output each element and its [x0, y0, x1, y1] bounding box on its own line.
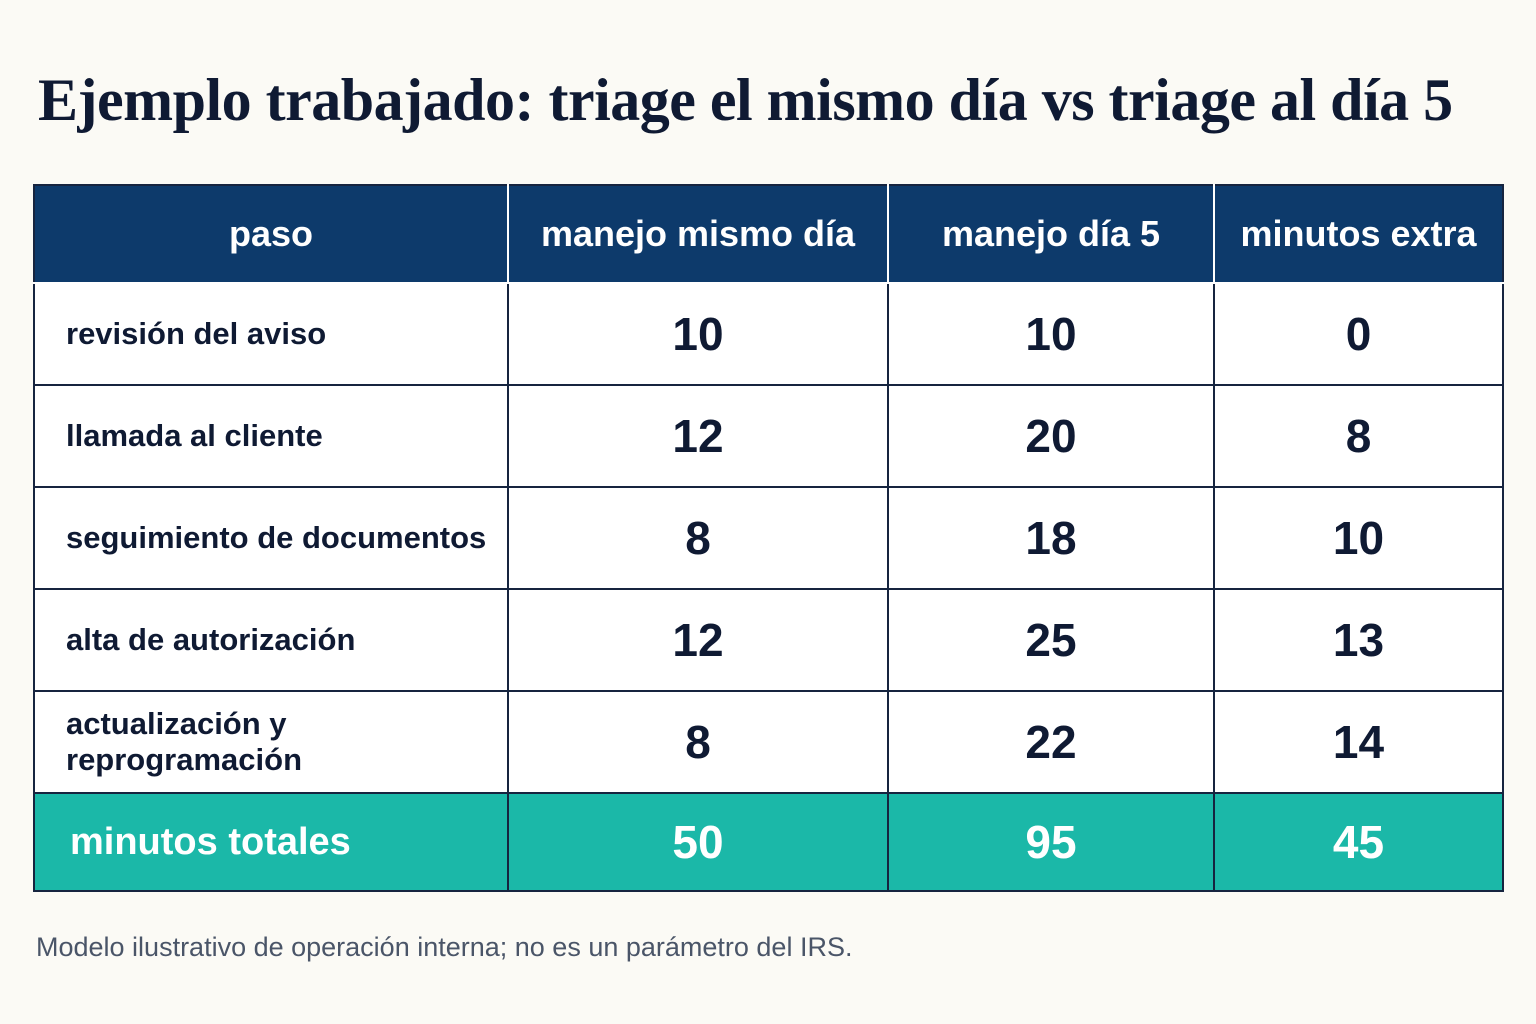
minutes-cell: 22 — [887, 690, 1215, 794]
minutes-cell: 20 — [887, 384, 1215, 488]
comparison-table: paso manejo mismo día manejo día 5 minutos … — [33, 184, 1504, 892]
total-cell: 50 — [507, 792, 889, 892]
minutes-cell: 10 — [887, 282, 1215, 386]
step-label: revisión del aviso — [33, 282, 509, 386]
table-row: llamada al cliente 12 20 8 — [33, 384, 1504, 488]
step-label: seguimiento de documentos — [33, 486, 509, 590]
step-label: llamada al cliente — [33, 384, 509, 488]
step-label: alta de autorización — [33, 588, 509, 692]
table-row: actualización y reprogramación 8 22 14 — [33, 690, 1504, 794]
minutes-cell: 10 — [507, 282, 889, 386]
table-row: alta de autorización 12 25 13 — [33, 588, 1504, 692]
footnote: Modelo ilustrativo de operación interna;… — [36, 932, 853, 962]
table-header: paso manejo mismo día manejo día 5 minutos … — [33, 184, 1504, 284]
header-cell: minutos extra — [1213, 184, 1504, 284]
header-cell: manejo día 5 — [887, 184, 1215, 284]
minutes-cell: 10 — [1213, 486, 1504, 590]
minutes-cell: 25 — [887, 588, 1215, 692]
minutes-cell: 8 — [507, 690, 889, 794]
table-footer: minutos totales 50 95 45 — [33, 792, 1504, 892]
table-row: revisión del aviso 10 10 0 — [33, 282, 1504, 386]
minutes-cell: 12 — [507, 588, 889, 692]
minutes-cell: 12 — [507, 384, 889, 488]
header-row: paso manejo mismo día manejo día 5 minutos … — [33, 184, 1504, 284]
total-label: minutos totales — [33, 792, 509, 892]
header-cell: paso — [33, 184, 509, 284]
minutes-cell: 8 — [1213, 384, 1504, 488]
table-row: seguimiento de documentos 8 18 10 — [33, 486, 1504, 590]
total-cell: 95 — [887, 792, 1215, 892]
step-label: actualización y reprogramación — [33, 690, 509, 794]
minutes-cell: 0 — [1213, 282, 1504, 386]
minutes-cell: 18 — [887, 486, 1215, 590]
total-cell: 45 — [1213, 792, 1504, 892]
header-cell: manejo mismo día — [507, 184, 889, 284]
table-body: revisión del aviso 10 10 0 llamada al client… — [33, 282, 1504, 794]
title: Ejemplo trabajado: triage el mismo día v… — [38, 67, 1453, 133]
total-row: minutos totales 50 95 45 — [33, 792, 1504, 892]
minutes-cell: 13 — [1213, 588, 1504, 692]
minutes-cell: 14 — [1213, 690, 1504, 794]
minutes-cell: 8 — [507, 486, 889, 590]
